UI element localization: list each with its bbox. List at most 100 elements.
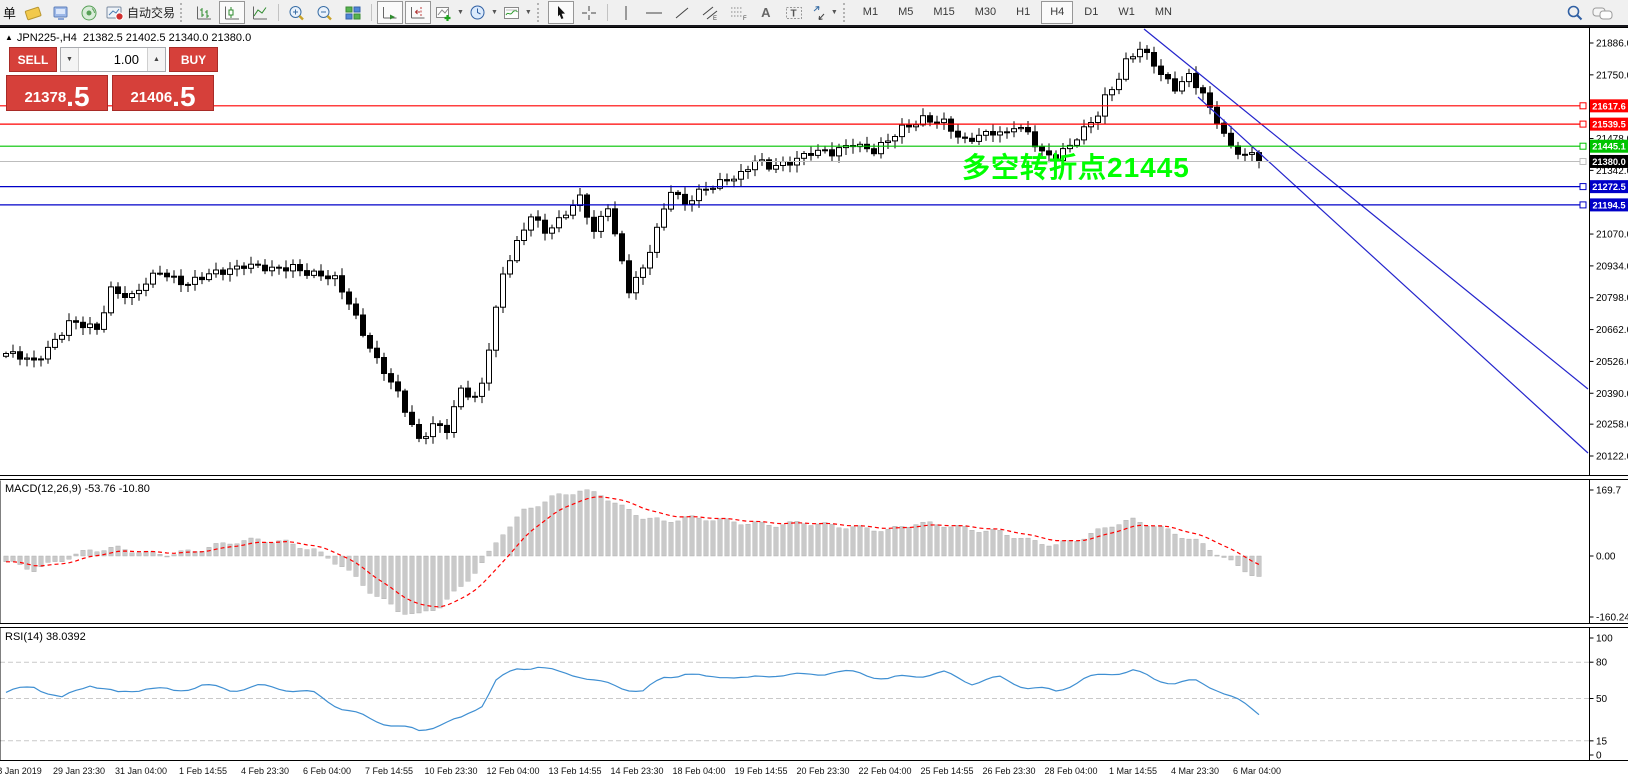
- volume-up-button[interactable]: ▲: [147, 48, 165, 71]
- indicators-add-icon: [436, 6, 451, 21]
- sell-price: 21378: [24, 89, 67, 106]
- price-tick: 21342.0: [1596, 166, 1628, 177]
- buy-price-box[interactable]: 21406.5: [112, 75, 214, 111]
- periods-clock-button[interactable]: ▼: [467, 1, 499, 24]
- chart-symbol: JPN225-,H4: [16, 32, 77, 44]
- chart-shift-icon[interactable]: [405, 1, 432, 24]
- date-label: 4 Feb 23:30: [240, 766, 290, 776]
- macd-tick: 0.00: [1596, 552, 1616, 563]
- horizontal-line-icon[interactable]: [641, 1, 667, 24]
- collapse-triangle-icon[interactable]: ▲: [5, 33, 13, 42]
- candlestick-chart[interactable]: 21886.0 21750.0 21478.0 21342.0 21070.0 20934…: [0, 28, 1628, 475]
- chevron-down-icon: ▼: [490, 9, 498, 16]
- chevron-down-icon: ▼: [457, 9, 464, 16]
- rsi-chart[interactable]: 100 80 50 15 0: [0, 628, 1628, 760]
- timeframe-m15[interactable]: M15: [933, 6, 955, 18]
- new-order-button[interactable]: 单: [3, 6, 17, 21]
- price-tick: 20934.0: [1596, 261, 1628, 272]
- level-handle: [1579, 102, 1587, 110]
- price-tick: 20390.0: [1596, 389, 1628, 400]
- pivot-annotation: 多空转折点21445: [962, 152, 1190, 183]
- date-label: 1 Feb 14:55: [178, 766, 228, 776]
- timeframe-h1[interactable]: H1: [1016, 6, 1031, 18]
- chat-icon[interactable]: [1590, 1, 1616, 24]
- svg-text:T: T: [790, 8, 796, 19]
- date-label: 4 Mar 23:30: [1170, 766, 1220, 776]
- indicators-add-button[interactable]: ▼: [433, 1, 465, 24]
- macd-chart[interactable]: 169.7 0.00 -160.24: [0, 480, 1628, 623]
- date-label: 10 Feb 23:30: [424, 766, 478, 776]
- rsi-tick: 100: [1596, 634, 1613, 645]
- volume-value[interactable]: 1.00: [113, 52, 139, 67]
- text-icon[interactable]: A: [761, 5, 771, 20]
- signals-icon[interactable]: [76, 1, 102, 24]
- price-tick: 20526.0: [1596, 357, 1628, 368]
- search-icon[interactable]: [1562, 1, 1588, 24]
- date-label: 26 Feb 23:30: [982, 766, 1036, 776]
- one-click-trading-panel: SELL ▼ 1.00 ▲ BUY 21378.5 21406.5: [6, 47, 218, 111]
- zoom-out-icon[interactable]: [312, 1, 338, 24]
- templates-button[interactable]: ▼: [501, 1, 533, 24]
- date-label: 29 Jan 23:30: [52, 766, 106, 776]
- date-label: 19 Feb 14:55: [734, 766, 788, 776]
- date-label: 14 Feb 23:30: [610, 766, 664, 776]
- timeframe-m5[interactable]: M5: [898, 6, 914, 18]
- date-label: 7 Feb 14:55: [364, 766, 414, 776]
- timeframe-m1[interactable]: M1: [862, 6, 879, 18]
- tile-windows-icon[interactable]: [340, 1, 366, 24]
- timeframe-d1[interactable]: D1: [1084, 6, 1099, 18]
- price-tick: 20798.0: [1596, 293, 1628, 304]
- trendline: [1143, 28, 1589, 390]
- timeframe-mn[interactable]: MN: [1154, 6, 1172, 18]
- toolbar-grip: [180, 3, 185, 22]
- pane-separator[interactable]: [0, 623, 1628, 628]
- buy-button[interactable]: BUY: [169, 47, 218, 72]
- price-tick: 20662.0: [1596, 325, 1628, 336]
- chart-title: ▲ JPN225-,H4 21382.5 21402.5 21340.0 2138…: [5, 32, 251, 44]
- level-handle: [1579, 142, 1587, 150]
- main-toolbar: 单 自动交易 ▼ ▼ ▼ E F A T ▼ M1 M5 M15 M30 H1 H4 D1 W…: [0, 0, 1628, 27]
- level-handle: [1579, 158, 1587, 165]
- toolbar-separator: [278, 4, 280, 21]
- pane-separator[interactable]: [0, 475, 1628, 480]
- price-badge-label: 21539.5: [1592, 120, 1626, 130]
- date-label: 31 Jan 04:00: [114, 766, 168, 776]
- channel-icon[interactable]: E: [697, 1, 723, 24]
- auto-scroll-icon[interactable]: [377, 1, 404, 24]
- text-label-icon[interactable]: T: [781, 1, 807, 24]
- templates-icon: [503, 6, 519, 19]
- timeframe-w1[interactable]: W1: [1118, 6, 1135, 18]
- autotrading-button[interactable]: 自动交易: [104, 1, 176, 24]
- arrows-button[interactable]: ▼: [809, 1, 839, 24]
- price-badge: [1590, 198, 1628, 212]
- date-label: 12 Feb 04:00: [486, 766, 540, 776]
- candlestick-chart-icon[interactable]: [219, 1, 246, 24]
- trendline-icon[interactable]: [669, 1, 695, 24]
- volume-down-button[interactable]: ▼: [61, 48, 79, 71]
- metaeditor-icon[interactable]: [48, 1, 74, 24]
- zoom-in-icon[interactable]: [284, 1, 310, 24]
- toolbar-grip: [536, 3, 542, 22]
- macd-pane: 169.7 0.00 -160.24 MACD(12,26,9) -53.76 -1…: [0, 480, 1628, 623]
- order-ticket-icon[interactable]: [20, 1, 46, 24]
- price-badge-label: 21194.5: [1592, 200, 1625, 210]
- fibonacci-icon[interactable]: F: [725, 1, 751, 24]
- price-tick: 21886.0: [1596, 39, 1628, 50]
- crosshair-icon[interactable]: [576, 1, 602, 24]
- vertical-line-icon[interactable]: [613, 1, 639, 24]
- volume-box: ▼ 1.00 ▲: [60, 47, 166, 72]
- level-handle: [1579, 183, 1587, 191]
- timeframe-h4[interactable]: H4: [1041, 1, 1074, 24]
- price-badge: [1590, 99, 1628, 113]
- macd-tick: -160.24: [1596, 613, 1628, 624]
- timeframe-m30[interactable]: M30: [974, 6, 997, 18]
- rsi-tick: 15: [1596, 736, 1608, 747]
- line-chart-icon[interactable]: [247, 1, 273, 24]
- sell-button[interactable]: SELL: [9, 47, 57, 72]
- time-axis[interactable]: 28 Jan 2019 29 Jan 23:30 31 Jan 04:00 1 Feb…: [0, 760, 1628, 781]
- rsi-tick: 0: [1596, 751, 1602, 761]
- cursor-icon[interactable]: [547, 1, 574, 24]
- bar-chart-icon[interactable]: [191, 1, 217, 24]
- sell-price-box[interactable]: 21378.5: [6, 75, 108, 111]
- periods-clock-icon: [470, 5, 485, 19]
